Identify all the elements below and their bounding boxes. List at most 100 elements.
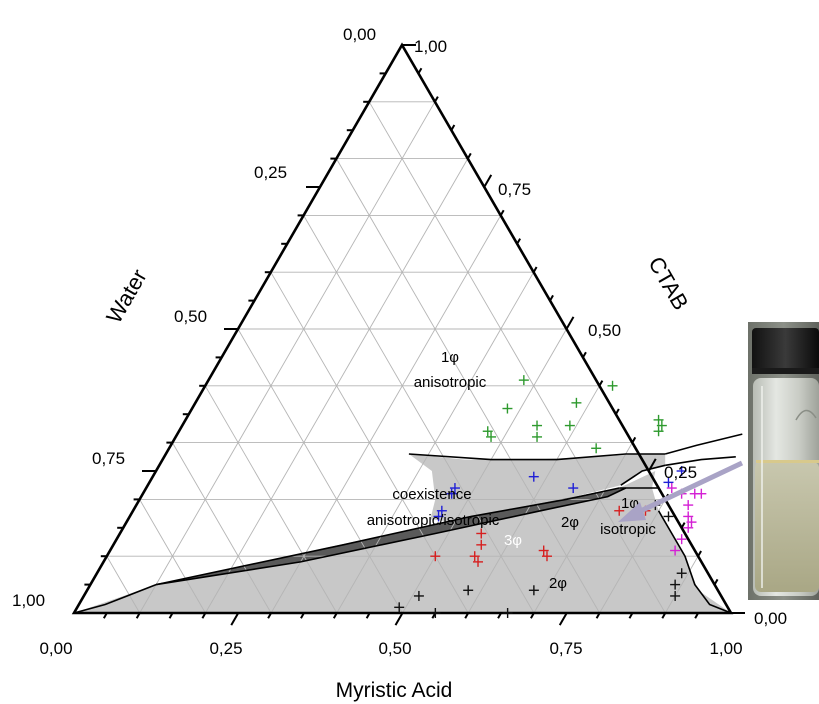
marker-s4-4 bbox=[413, 590, 424, 601]
tick-bottom-16 bbox=[595, 612, 601, 619]
grid-line-myristic-3 bbox=[270, 215, 502, 614]
marker-s1-0 bbox=[528, 471, 539, 482]
vial-photo-icon bbox=[748, 322, 819, 600]
marker-s4-6 bbox=[670, 579, 681, 590]
marker-s1-5 bbox=[433, 511, 444, 522]
marker-s0-4 bbox=[532, 420, 543, 431]
marker-s0-7 bbox=[486, 431, 497, 442]
tick-bottom-15 bbox=[558, 612, 568, 626]
tick-right-18 bbox=[434, 96, 439, 103]
grid-line-water-7 bbox=[172, 442, 272, 614]
water-tick-4: 1,00 bbox=[12, 591, 45, 610]
ctab-axis-label: CTAB bbox=[643, 252, 693, 314]
myristic-tick-labels: 0,00 0,25 0,50 0,75 1,00 bbox=[39, 639, 742, 658]
tick-bottom-1 bbox=[102, 612, 108, 619]
marker-s3-6 bbox=[686, 517, 697, 528]
region-sublabel-coexistence: anisotropic/isotropic bbox=[367, 512, 500, 529]
phase-boundary-5 bbox=[155, 487, 627, 586]
marker-s4-5 bbox=[676, 568, 687, 579]
phase-boundaries bbox=[73, 433, 743, 614]
marker-s1-6 bbox=[676, 466, 687, 476]
tick-right-5 bbox=[647, 458, 657, 472]
marker-s0-2 bbox=[502, 403, 513, 414]
ctab-tick-2: 0,50 bbox=[588, 321, 621, 340]
region-labels: 1φ anisotropic coexistence anisotropic/i… bbox=[367, 349, 657, 592]
myristic-tick-2: 0,50 bbox=[378, 639, 411, 658]
region-label-2phi-upper: 2φ bbox=[561, 514, 579, 531]
myristic-tick-0: 0,00 bbox=[39, 639, 72, 658]
marker-s0-5 bbox=[564, 420, 575, 431]
marker-s4-10 bbox=[502, 608, 513, 618]
water-tick-labels: 0,00 0,25 0,50 0,75 1,00 bbox=[12, 25, 376, 610]
tick-right-13 bbox=[516, 238, 522, 245]
tick-bottom-14 bbox=[530, 612, 535, 619]
marker-s2-5 bbox=[538, 545, 549, 556]
marker-s4-1 bbox=[663, 511, 674, 522]
tick-bottom-4 bbox=[201, 612, 207, 619]
marker-s0-9 bbox=[653, 414, 664, 425]
ctab-tick-3: 0,75 bbox=[498, 180, 531, 199]
tick-right-15 bbox=[483, 174, 493, 188]
region-2phi-lower bbox=[74, 471, 731, 613]
marker-s1-7 bbox=[663, 477, 674, 488]
tick-bottom-17 bbox=[628, 612, 634, 619]
tick-right-19 bbox=[417, 67, 423, 74]
marker-s2-7 bbox=[614, 505, 625, 516]
tick-bottom-5 bbox=[230, 612, 240, 626]
region-sublabel-isotropic: isotropic bbox=[600, 521, 656, 538]
arrow-icon bbox=[618, 460, 744, 522]
tick-right-10 bbox=[565, 316, 575, 330]
region-label-2phi-lower: 2φ bbox=[549, 575, 567, 592]
myristic-tick-4: 1,00 bbox=[709, 639, 742, 658]
region-sublabel-anisotropic: anisotropic bbox=[414, 374, 487, 391]
marker-s0-0 bbox=[518, 375, 529, 386]
myristic-tick-1: 0,25 bbox=[209, 639, 242, 658]
tick-right-2 bbox=[697, 550, 702, 557]
tick-bottom-12 bbox=[464, 612, 470, 619]
region-label-1phi-anisotropic: 1φ bbox=[441, 349, 459, 366]
marker-s3-8 bbox=[676, 534, 687, 545]
grid-line-myristic-6 bbox=[467, 385, 600, 614]
grid-line-water-3 bbox=[303, 215, 535, 614]
marker-s2-1 bbox=[476, 528, 487, 539]
ctab-tick-labels: 1,00 0,75 0,50 0,25 0,00 bbox=[414, 37, 787, 628]
marker-s4-8 bbox=[394, 602, 405, 613]
grid-line-water-8 bbox=[139, 499, 206, 614]
phase-boundary-1 bbox=[664, 433, 743, 455]
marker-s1-4 bbox=[436, 505, 447, 516]
grid-line-water-5 bbox=[237, 328, 403, 614]
marker-s2-3 bbox=[469, 551, 480, 562]
tick-right-3 bbox=[680, 522, 686, 529]
marker-s2-2 bbox=[476, 539, 487, 550]
tick-bottom-19 bbox=[694, 612, 700, 619]
grid-line-myristic-1 bbox=[139, 101, 436, 614]
tick-bottom-3 bbox=[168, 612, 174, 619]
marker-s0-12 bbox=[591, 443, 602, 454]
marker-s3-4 bbox=[683, 500, 694, 511]
tick-right-12 bbox=[532, 266, 538, 273]
water-axis-label: Water bbox=[101, 265, 152, 328]
marker-s3-0 bbox=[666, 483, 677, 494]
water-tick-0: 0,00 bbox=[343, 25, 376, 44]
phase-boundary-8 bbox=[73, 583, 157, 614]
grid-line-myristic-9 bbox=[664, 555, 699, 614]
marker-s0-8 bbox=[532, 431, 543, 442]
tick-bottom-18 bbox=[661, 612, 667, 619]
tick-right-9 bbox=[582, 351, 587, 358]
tick-right-1 bbox=[713, 578, 719, 586]
tick-right-17 bbox=[450, 124, 456, 131]
ctab-tick-1: 0,25 bbox=[664, 463, 697, 482]
grid-line-water-6 bbox=[204, 385, 338, 614]
marker-s4-2 bbox=[463, 585, 474, 596]
phase-boundary-7 bbox=[657, 510, 732, 614]
grid-line-myristic-7 bbox=[533, 442, 633, 614]
grid-line-myristic-8 bbox=[599, 499, 666, 614]
marker-s4-9 bbox=[430, 608, 441, 618]
marker-s0-1 bbox=[607, 380, 618, 391]
marker-s4-7 bbox=[670, 590, 681, 601]
tick-bottom-13 bbox=[497, 612, 502, 619]
tick-right-16 bbox=[466, 152, 472, 160]
marker-s0-6 bbox=[482, 426, 493, 437]
water-tick-3: 0,75 bbox=[92, 449, 125, 468]
region-label-coexistence: coexistence bbox=[392, 486, 471, 503]
